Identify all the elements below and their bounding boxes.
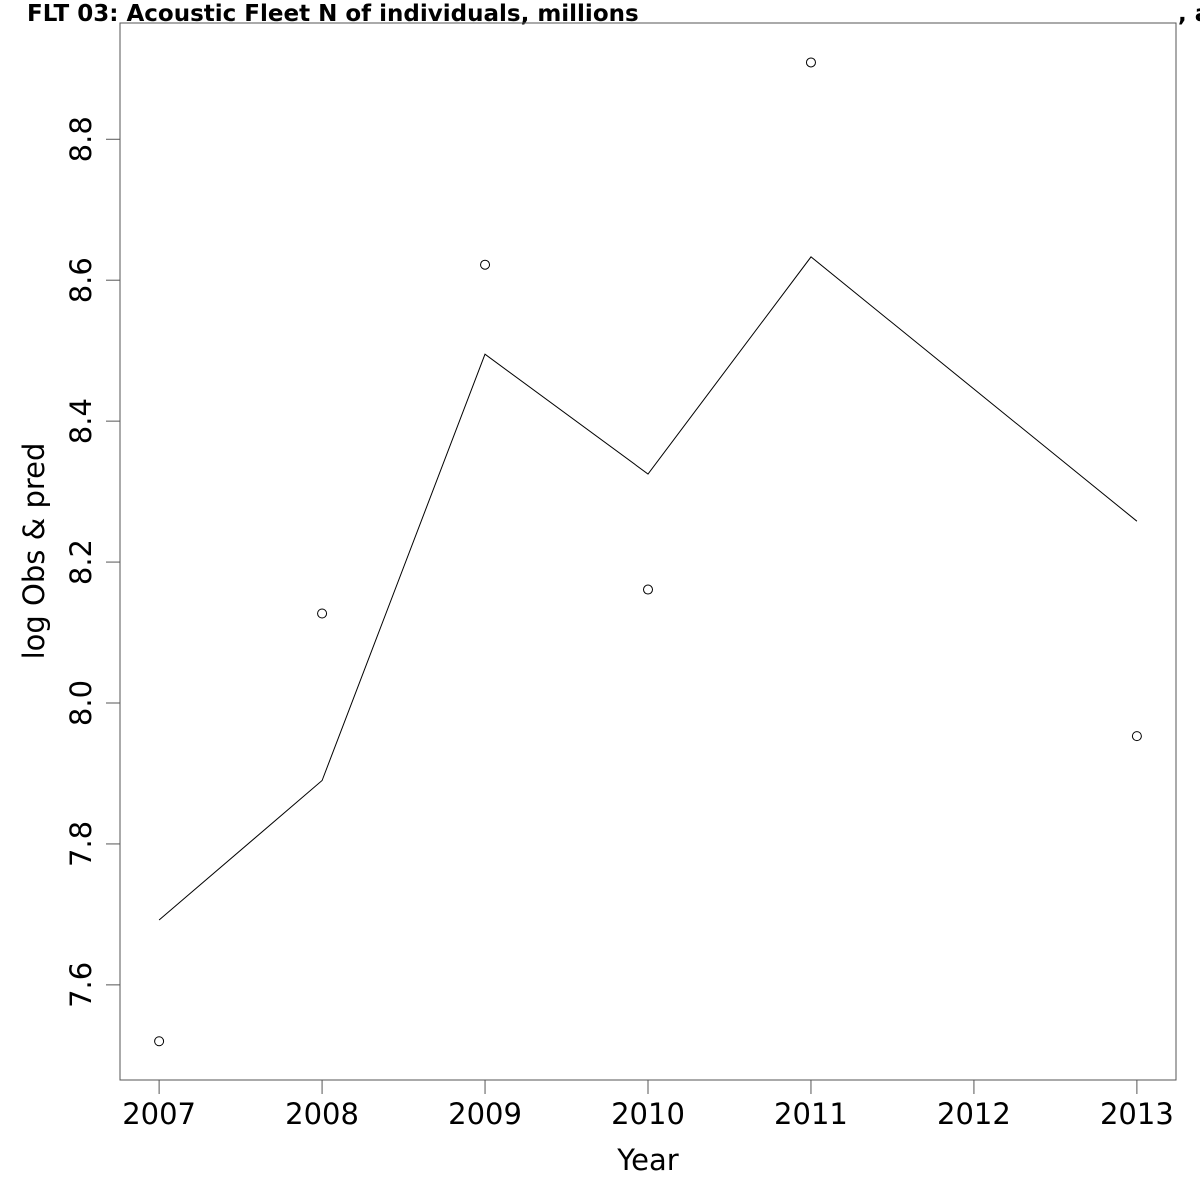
chart-title-trailing: , a xyxy=(1178,1,1200,27)
x-axis: 2007 2008 2009 2010 2011 2012 2013 xyxy=(122,1079,1174,1131)
x-tick-label: 2013 xyxy=(1100,1097,1174,1131)
x-tick-label: 2011 xyxy=(774,1097,848,1131)
y-axis: 7.6 7.8 8.0 8.2 8.4 8.6 8.8 xyxy=(64,116,121,1008)
y-tick-label: 8.0 xyxy=(64,680,98,726)
x-tick-label: 2009 xyxy=(448,1097,522,1131)
x-tick-label: 2007 xyxy=(122,1097,196,1131)
series-layer xyxy=(154,57,1142,1047)
y-tick-label: 7.6 xyxy=(64,962,98,1008)
observed-point xyxy=(480,259,491,270)
observed-point xyxy=(805,57,816,68)
x-tick-label: 2010 xyxy=(611,1097,685,1131)
y-tick-label: 7.8 xyxy=(64,821,98,867)
predicted-line xyxy=(158,256,1138,921)
y-tick-label: 8.4 xyxy=(64,398,98,444)
y-tick-label: 8.8 xyxy=(64,116,98,162)
observed-point xyxy=(317,608,328,619)
y-axis-label: log Obs & pred xyxy=(17,443,51,660)
observed-point xyxy=(1131,731,1142,742)
plot-frame xyxy=(119,22,1177,1081)
x-tick-label: 2008 xyxy=(285,1097,359,1131)
y-tick-label: 8.2 xyxy=(64,539,98,585)
observed-point xyxy=(643,584,653,595)
x-tick-label: 2012 xyxy=(937,1097,1011,1131)
y-tick-label: 8.6 xyxy=(64,257,98,303)
x-axis-label: Year xyxy=(616,1143,678,1177)
observed-point xyxy=(154,1036,165,1047)
